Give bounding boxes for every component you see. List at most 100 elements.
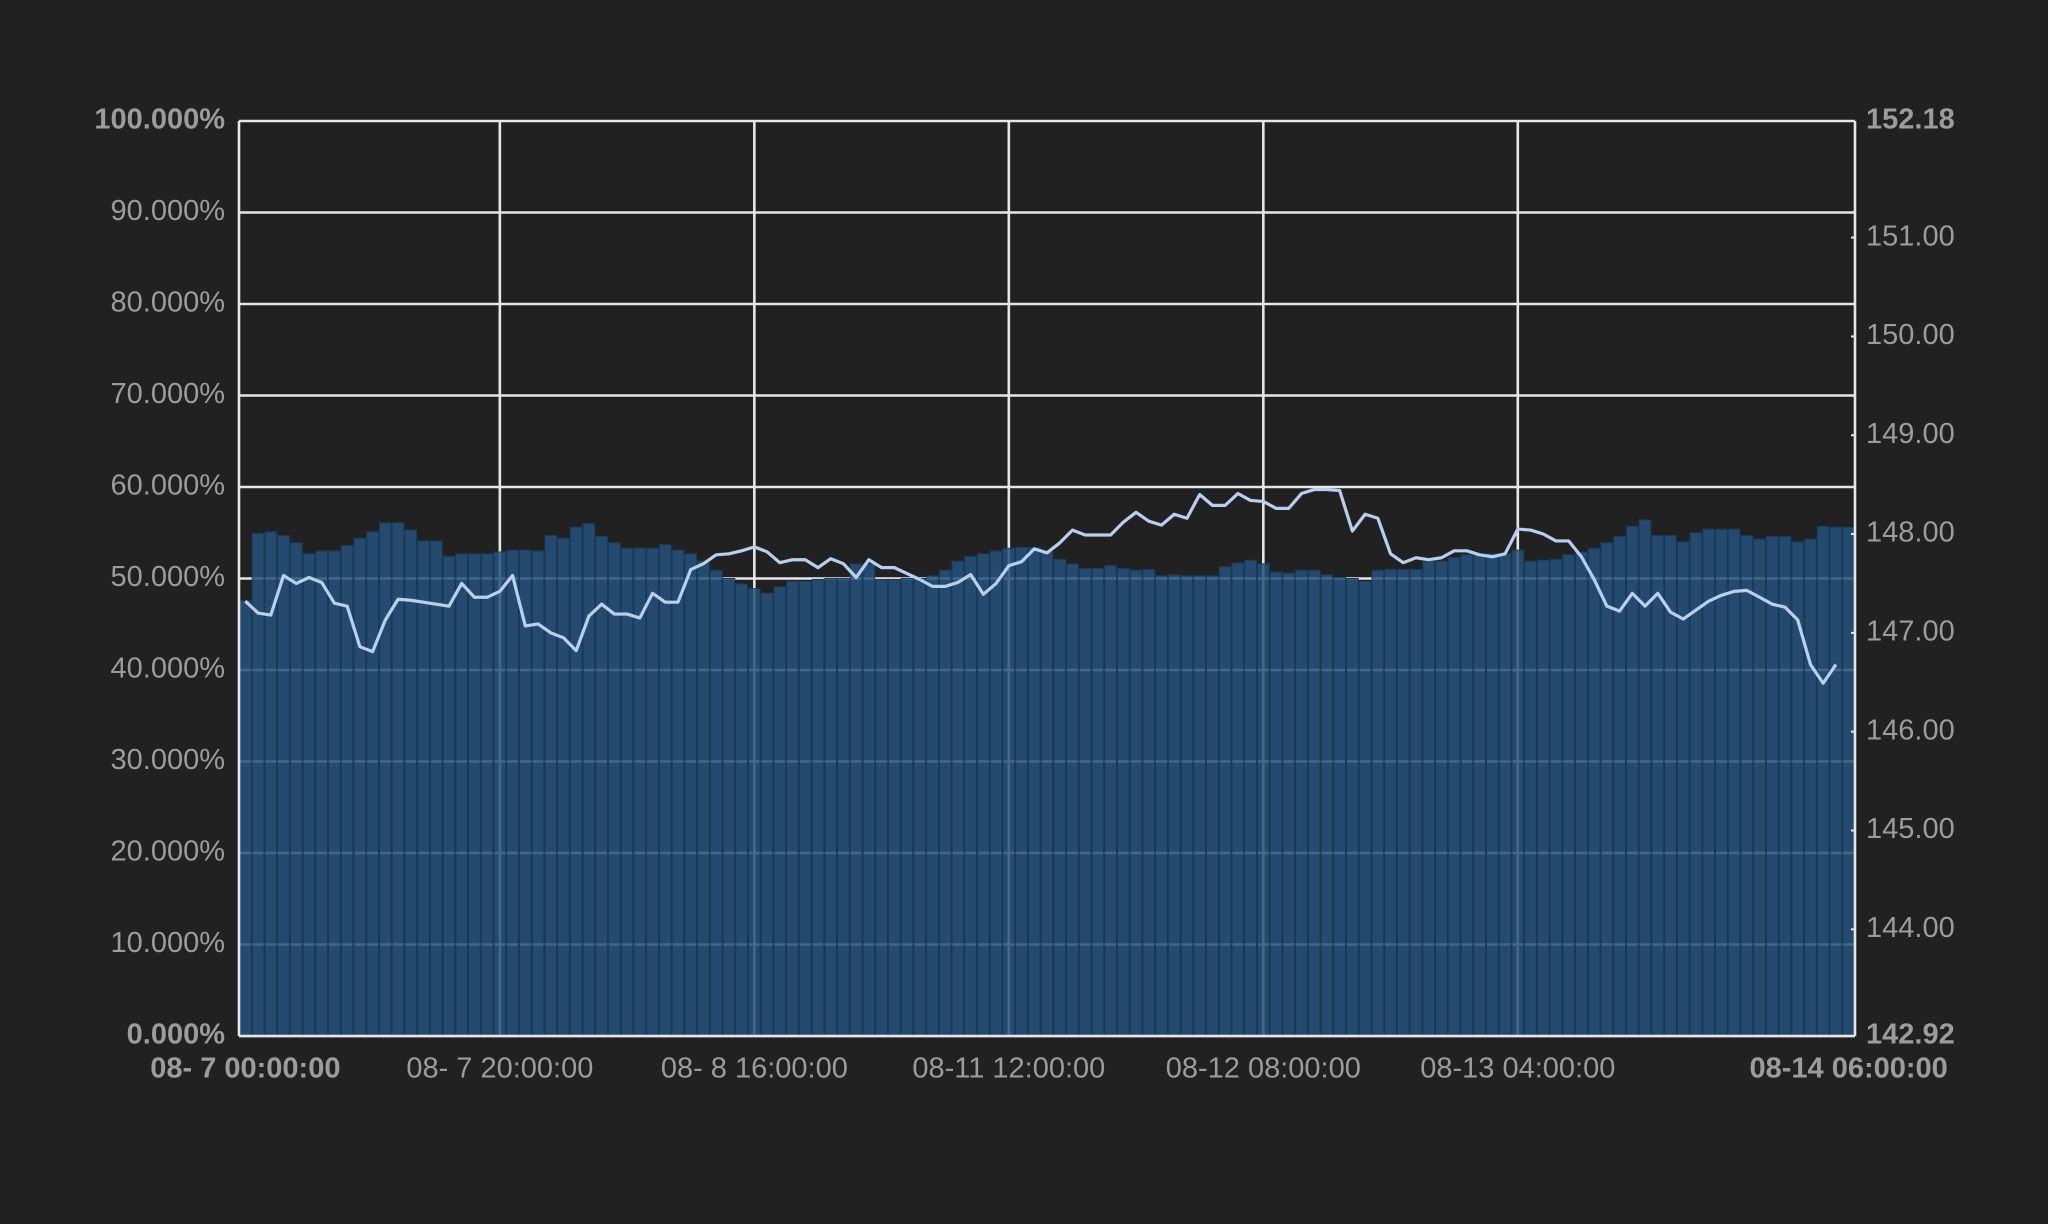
- y-tick-label: 40.000%: [111, 653, 226, 685]
- bar: [289, 542, 303, 1037]
- bar: [1142, 568, 1156, 1037]
- bar: [1842, 526, 1856, 1037]
- bar: [633, 547, 647, 1037]
- bar: [1015, 546, 1028, 1037]
- bar: [429, 540, 443, 1037]
- bar: [773, 586, 787, 1037]
- bar: [1435, 560, 1448, 1037]
- bar: [1740, 534, 1754, 1037]
- bar: [493, 551, 507, 1037]
- bar: [1753, 538, 1766, 1037]
- bars: [239, 519, 1856, 1037]
- bar: [1625, 525, 1639, 1037]
- x-tick-label: 08-11 12:00:00: [912, 1053, 1105, 1085]
- y-tick-label: 100.000%: [94, 104, 225, 136]
- bar: [709, 569, 723, 1037]
- bar: [595, 535, 609, 1037]
- bar: [1295, 569, 1308, 1037]
- bar: [926, 575, 939, 1037]
- bar: [506, 549, 519, 1037]
- bar: [1307, 569, 1321, 1037]
- y-tick-label: 30.000%: [111, 744, 226, 776]
- bar: [404, 529, 418, 1037]
- x-tick-label: 08- 7 20:00:00: [406, 1053, 593, 1085]
- y2-tick-label: 146.00: [1866, 714, 1955, 746]
- bar: [239, 599, 252, 1037]
- bar: [849, 563, 863, 1037]
- bar: [671, 549, 685, 1037]
- bar: [1829, 526, 1843, 1037]
- y-tick-label: 0.000%: [127, 1019, 226, 1051]
- bar: [989, 550, 1003, 1037]
- bar: [824, 578, 838, 1037]
- foreground: 0.000% 10.000% 20.000% 30.000% 40.000% 50.000…: [94, 104, 1954, 1085]
- bar: [1066, 563, 1079, 1037]
- x-tick-label: 08- 8 16:00:00: [661, 1053, 848, 1085]
- y2-tick-label: 147.00: [1866, 616, 1955, 648]
- bar: [1460, 554, 1474, 1037]
- bar: [1396, 568, 1410, 1037]
- bar: [1422, 560, 1436, 1037]
- x-tick-label: 08-12 08:00:00: [1166, 1053, 1361, 1085]
- bar: [569, 526, 583, 1037]
- bar: [455, 553, 469, 1037]
- bar: [875, 578, 888, 1037]
- y2-tick-label: 151.00: [1866, 220, 1955, 252]
- y2-tick-label: 142.92: [1866, 1019, 1955, 1051]
- bar: [480, 553, 494, 1037]
- bar: [887, 578, 901, 1037]
- bar: [1193, 575, 1207, 1037]
- bar: [1485, 553, 1499, 1037]
- bar: [913, 578, 927, 1037]
- bar: [417, 540, 430, 1037]
- bar: [1575, 551, 1588, 1037]
- bar: [735, 583, 748, 1037]
- bar: [366, 531, 379, 1037]
- bar: [1816, 525, 1830, 1037]
- bar: [1040, 551, 1054, 1037]
- bar: [811, 578, 825, 1037]
- bar: [328, 550, 341, 1037]
- bar: [862, 563, 876, 1037]
- bar: [977, 553, 990, 1037]
- bar: [1167, 574, 1181, 1037]
- bar: [1358, 580, 1372, 1037]
- bar: [1180, 575, 1194, 1037]
- bar: [1002, 547, 1016, 1037]
- bar: [1371, 569, 1385, 1037]
- bar: [378, 522, 392, 1037]
- bar: [1231, 562, 1245, 1037]
- bar: [544, 534, 558, 1037]
- bar: [1346, 578, 1359, 1037]
- y2-tick-label: 150.00: [1866, 319, 1955, 351]
- bar: [1129, 569, 1143, 1037]
- bar: [697, 560, 710, 1037]
- bar: [1498, 553, 1512, 1037]
- bar: [938, 569, 952, 1037]
- bar: [277, 534, 290, 1037]
- y-tick-label: 80.000%: [111, 287, 226, 319]
- bar: [837, 578, 850, 1037]
- y2-tick-label: 144.00: [1866, 912, 1955, 944]
- x-tick-label: 08-14 06:00:00: [1749, 1053, 1947, 1085]
- y-tick-label: 90.000%: [111, 195, 226, 227]
- bar: [786, 580, 799, 1037]
- y2-tick-label: 152.18: [1866, 104, 1955, 136]
- bar: [1511, 549, 1525, 1037]
- x-tick-label: 08-13 04:00:00: [1420, 1053, 1615, 1085]
- bar: [1053, 558, 1067, 1037]
- bar: [1651, 534, 1665, 1037]
- bar: [1804, 538, 1817, 1037]
- bar: [1638, 519, 1652, 1037]
- bar: [1536, 559, 1550, 1037]
- bar: [1524, 560, 1537, 1037]
- bar: [684, 553, 698, 1037]
- bar: [1587, 547, 1601, 1037]
- bar: [1104, 565, 1117, 1037]
- bar: [1409, 568, 1423, 1037]
- y2-tick-label: 148.00: [1866, 517, 1955, 549]
- bar: [1256, 563, 1270, 1037]
- bar: [1473, 553, 1486, 1037]
